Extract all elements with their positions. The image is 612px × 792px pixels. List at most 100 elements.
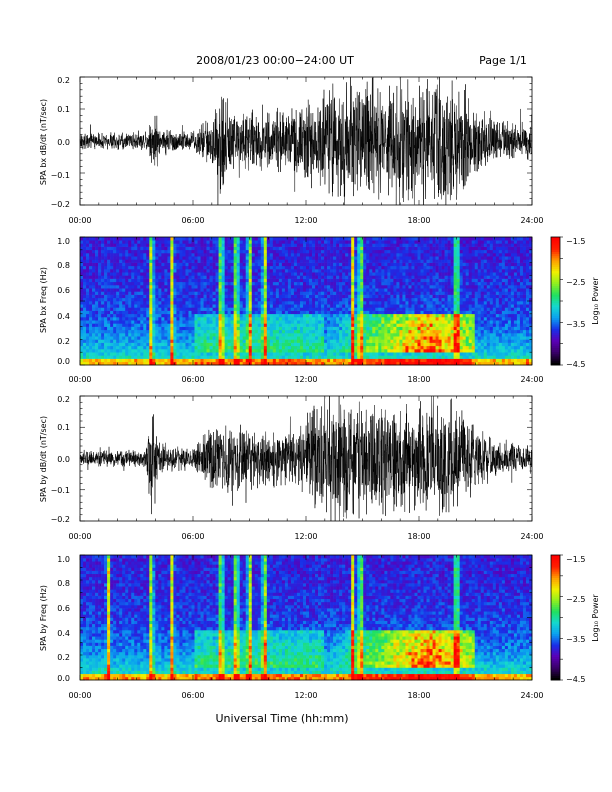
spectrogram-cell (86, 339, 90, 343)
spectrogram-cell (333, 246, 337, 251)
spectrogram-cell (152, 301, 156, 305)
spectrogram-cell (221, 317, 225, 321)
spectrogram-cell (179, 294, 183, 299)
spectrogram-cell (369, 278, 373, 283)
spectrogram-cell (330, 361, 334, 366)
spectrogram-cell (318, 352, 322, 356)
spectrogram-cell (423, 281, 427, 286)
spectrogram-cell (333, 243, 337, 247)
spectrogram-cell (104, 313, 108, 318)
spectrogram-cell (390, 349, 394, 353)
spectrogram-cell (420, 275, 424, 279)
spectrogram-cell (387, 333, 391, 337)
spectrogram-cell (438, 361, 442, 366)
spectrogram-cell (275, 358, 280, 363)
spectrogram-cell (227, 352, 231, 356)
spectrogram-cell (200, 326, 204, 331)
spectrogram-cell (357, 256, 361, 260)
spectrogram-cell (230, 281, 234, 286)
spectrogram-cell (278, 253, 283, 257)
spectrogram-cell (230, 304, 234, 308)
spectrogram-cell (155, 339, 159, 343)
spectrogram-cell (296, 326, 301, 331)
spectrogram-cell (318, 278, 322, 283)
spectrogram-cell (176, 345, 180, 350)
spectrogram-cell (357, 355, 361, 359)
spectrogram-cell (381, 294, 385, 299)
spectrogram-cell (80, 336, 84, 340)
spectrogram-cell (92, 355, 96, 359)
spectrogram-cell (224, 237, 228, 241)
spectrogram-cell (315, 265, 319, 270)
spectrogram-cell (203, 278, 207, 283)
spectrogram-cell (348, 349, 352, 353)
spectrogram-cell (269, 291, 274, 295)
spectrogram-cell (384, 339, 388, 343)
spectrogram-cell (435, 278, 439, 283)
spectrogram-cell (330, 339, 334, 343)
spectrogram-cell (143, 288, 147, 292)
spectrogram-cell (212, 297, 216, 302)
spectrogram-cell (230, 307, 234, 311)
spectrogram-cell (182, 361, 186, 366)
spectrogram-cell (296, 320, 301, 324)
spectrogram-cell (269, 310, 274, 315)
spectrogram-cell (396, 345, 400, 350)
spectrogram-cell (369, 281, 373, 286)
spectrogram-cell (272, 285, 277, 289)
spectrogram-cell (287, 249, 292, 254)
spectrogram-cell (342, 342, 346, 347)
spectrogram-cell (242, 320, 247, 324)
spectrogram-cell (263, 259, 268, 263)
spectrogram-cell (369, 326, 373, 331)
spectrogram-cell (155, 297, 159, 302)
spectrogram-cell (221, 294, 225, 299)
spectrogram-cell (363, 272, 367, 276)
spectrogram-cell (131, 345, 135, 350)
spectrogram-cell (149, 243, 153, 247)
spectrogram-cell (182, 297, 186, 302)
spectrogram-cell (116, 269, 120, 273)
spectrogram-cell (299, 249, 304, 254)
spectrogram-cell (324, 281, 328, 286)
spectrogram-cell (170, 323, 174, 327)
spectrogram-cell (302, 361, 307, 366)
spectrogram-cell (134, 304, 138, 308)
spectrogram-cell (185, 253, 189, 257)
spectrogram-cell (393, 355, 397, 359)
spectrogram-cell (176, 317, 180, 321)
spectrogram-cell (203, 345, 207, 350)
spectrogram-cell (441, 259, 445, 263)
spectrogram-cell (203, 329, 207, 334)
spectrogram-cell (245, 355, 250, 359)
spectrogram-cell (155, 278, 159, 283)
spectrogram-cell (179, 323, 183, 327)
spectrogram-cell (321, 294, 325, 299)
spectrogram-cell (381, 301, 385, 305)
spectrogram-cell (227, 253, 231, 257)
spectrogram-cell (164, 361, 168, 366)
spectrogram-cell (366, 355, 370, 359)
spectrogram-cell (212, 320, 216, 324)
spectrogram-cell (363, 304, 367, 308)
spectrogram-cell (369, 259, 373, 263)
spectrogram-cell (191, 246, 195, 251)
spectrogram-cell (257, 253, 262, 257)
spectrogram-cell (218, 285, 222, 289)
spectrogram-cell (131, 253, 135, 257)
spectrogram-cell (95, 336, 99, 340)
spectrogram-cell (339, 317, 343, 321)
spectrogram-cell (122, 291, 126, 295)
spectrogram-cell (272, 317, 277, 321)
spectrogram-cell (426, 278, 430, 283)
spectrogram-cell (423, 243, 427, 247)
spectrogram-cell (95, 294, 99, 299)
spectrogram-cell (372, 246, 376, 251)
spectrogram-cell (266, 313, 271, 318)
spectrogram-cell (167, 259, 171, 263)
spectrogram-cell (309, 342, 313, 347)
spectrogram-cell (107, 320, 111, 324)
spectrogram-cell (122, 349, 126, 353)
spectrogram-cell (158, 269, 162, 273)
spectrogram-cell (272, 342, 277, 347)
